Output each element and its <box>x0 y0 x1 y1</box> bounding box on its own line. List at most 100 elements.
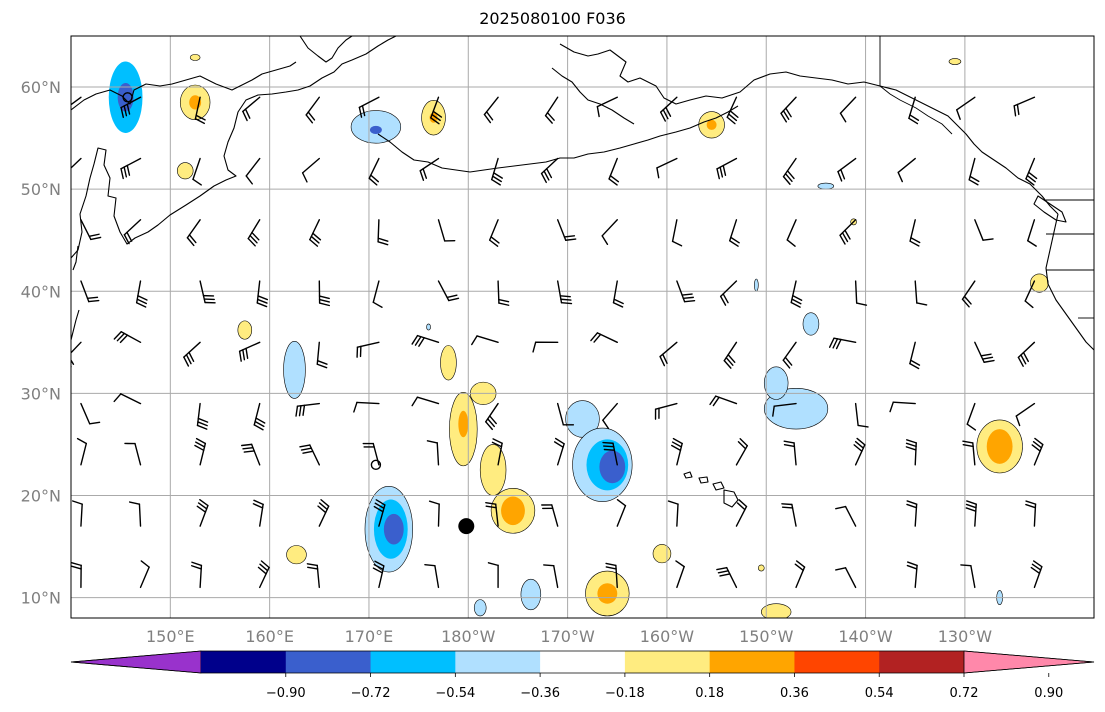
wind-barb <box>974 219 994 241</box>
wind-barb <box>305 96 321 124</box>
wind-barb <box>419 157 440 181</box>
wind-barb <box>256 280 269 308</box>
wind-barb <box>71 500 83 527</box>
lon-tick-label: 130°W <box>938 627 993 646</box>
colorbar-tick-label: 0.90 <box>1034 686 1063 701</box>
wind-barb <box>373 499 386 527</box>
wind-barb <box>186 219 201 247</box>
wind-barb <box>616 498 627 527</box>
wind-barb <box>605 562 618 589</box>
wind-barb <box>362 442 380 466</box>
coastline-siberia <box>299 36 353 63</box>
wind-barb <box>71 96 82 106</box>
field-contour-31 <box>286 545 307 565</box>
wind-barb <box>772 402 797 417</box>
wind-barb <box>253 402 266 431</box>
wind-barb <box>488 219 500 247</box>
wind-barb <box>962 440 976 466</box>
colorbar-segment <box>455 651 541 673</box>
open-circle-marker <box>370 459 382 471</box>
wind-barb <box>242 96 261 122</box>
wind-barb <box>124 442 142 466</box>
wind-barb <box>76 437 88 466</box>
coastline-vancouver-island <box>1033 195 1067 223</box>
wind-barb <box>377 219 389 246</box>
wind-barb <box>906 561 918 589</box>
colorbar-tick-label: 0.72 <box>950 686 979 701</box>
wind-barb <box>786 219 797 247</box>
longitude-labels: 150°E 160°E 170°E 180°W 170°W 160°W 150°W 140°W… <box>146 627 992 646</box>
wind-barb <box>183 341 201 367</box>
wind-barb <box>491 157 503 186</box>
wind-barb <box>889 401 916 413</box>
wind-barb <box>544 96 559 124</box>
lon-tick-label: 140°W <box>838 627 893 646</box>
wind-barb <box>612 280 624 308</box>
wind-barb <box>299 444 321 466</box>
wind-barb <box>974 341 995 363</box>
wind-barb <box>358 96 380 118</box>
coastline-alaska <box>559 43 1059 215</box>
wind-barb <box>497 280 510 306</box>
wind-barb <box>961 280 976 308</box>
wind-barb <box>372 560 385 589</box>
colorbar-tick-label: −0.36 <box>520 686 560 701</box>
lon-tick-label: 170°W <box>540 627 595 646</box>
field-contour-42 <box>757 564 765 572</box>
colorbar-tick-label: −0.18 <box>605 686 645 701</box>
wind-barb <box>1024 280 1036 309</box>
colorbar-tick-label: −0.54 <box>435 686 475 701</box>
wind-barb <box>247 219 261 247</box>
wind-barb <box>601 219 618 246</box>
lon-tick-label: 160°E <box>245 627 294 646</box>
colorbar-extend-high <box>963 650 1095 674</box>
map-title: 2025080100 F036 <box>479 9 626 28</box>
colorbar-extend-low <box>70 650 202 674</box>
wind-barb <box>839 96 857 123</box>
wind-barb <box>80 280 100 303</box>
field-contour-14 <box>440 345 457 381</box>
wind-barb <box>139 560 150 589</box>
wind-barbs <box>71 96 1044 589</box>
field-contour-34 <box>597 583 618 604</box>
wind-barb <box>80 402 101 425</box>
wind-barb <box>491 438 503 466</box>
wind-barb <box>960 564 976 589</box>
colorbar-labels: −0.90 −0.72 −0.54 −0.36 −0.18 0.18 0.36 0.54 0.7… <box>266 673 1063 701</box>
wind-barb <box>709 395 738 407</box>
colorbar-tick-label: −0.72 <box>351 686 391 701</box>
wind-barb <box>485 501 499 527</box>
filled-circle-marker <box>458 518 475 535</box>
field-contour-41 <box>426 323 431 331</box>
wind-barb <box>192 157 202 186</box>
wind-barb <box>553 437 565 466</box>
wind-barb <box>780 96 797 123</box>
lat-tick-label: 50°N <box>21 180 61 199</box>
wind-barb <box>252 499 264 527</box>
wind-barb <box>301 157 321 183</box>
wind-barb <box>411 334 440 347</box>
wind-barb <box>541 504 559 527</box>
field-contour-20 <box>501 496 525 526</box>
wind-barb <box>356 341 380 358</box>
wind-barb <box>909 341 921 370</box>
wind-barb <box>853 437 866 466</box>
wind-barb <box>543 564 559 589</box>
wind-barb <box>238 341 261 362</box>
wind-barb <box>71 341 82 368</box>
wind-barb <box>726 96 739 125</box>
wind-barb <box>590 332 618 344</box>
colorbar-segment <box>709 651 795 673</box>
colorbar-segment <box>540 651 626 673</box>
field-contour-27 <box>802 312 820 336</box>
wind-barb <box>194 437 207 466</box>
wind-barb <box>854 280 868 306</box>
wind-barb <box>71 561 82 589</box>
wind-barb <box>1015 402 1036 427</box>
wind-barb <box>437 280 460 302</box>
field-contour-30 <box>383 513 404 545</box>
wind-barb <box>906 500 918 527</box>
lon-tick-label: 170°E <box>345 627 394 646</box>
coastline-hawaii-maui <box>712 481 725 491</box>
